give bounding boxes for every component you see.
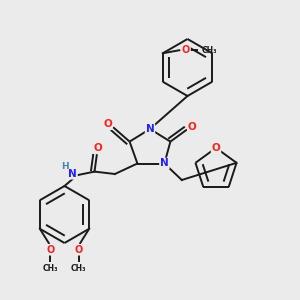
Text: O: O — [93, 143, 102, 153]
Text: H: H — [61, 162, 68, 171]
Text: N: N — [146, 124, 154, 134]
Text: CH₃: CH₃ — [202, 46, 217, 55]
Text: O: O — [182, 45, 190, 55]
Text: CH₃: CH₃ — [43, 264, 58, 272]
Text: N: N — [68, 169, 77, 179]
Text: N: N — [160, 158, 169, 169]
Text: O: O — [188, 122, 197, 132]
Text: O: O — [212, 143, 220, 153]
Text: O: O — [75, 245, 83, 255]
Text: O: O — [103, 119, 112, 129]
Text: CH₃: CH₃ — [71, 264, 86, 273]
Text: O: O — [46, 245, 54, 255]
